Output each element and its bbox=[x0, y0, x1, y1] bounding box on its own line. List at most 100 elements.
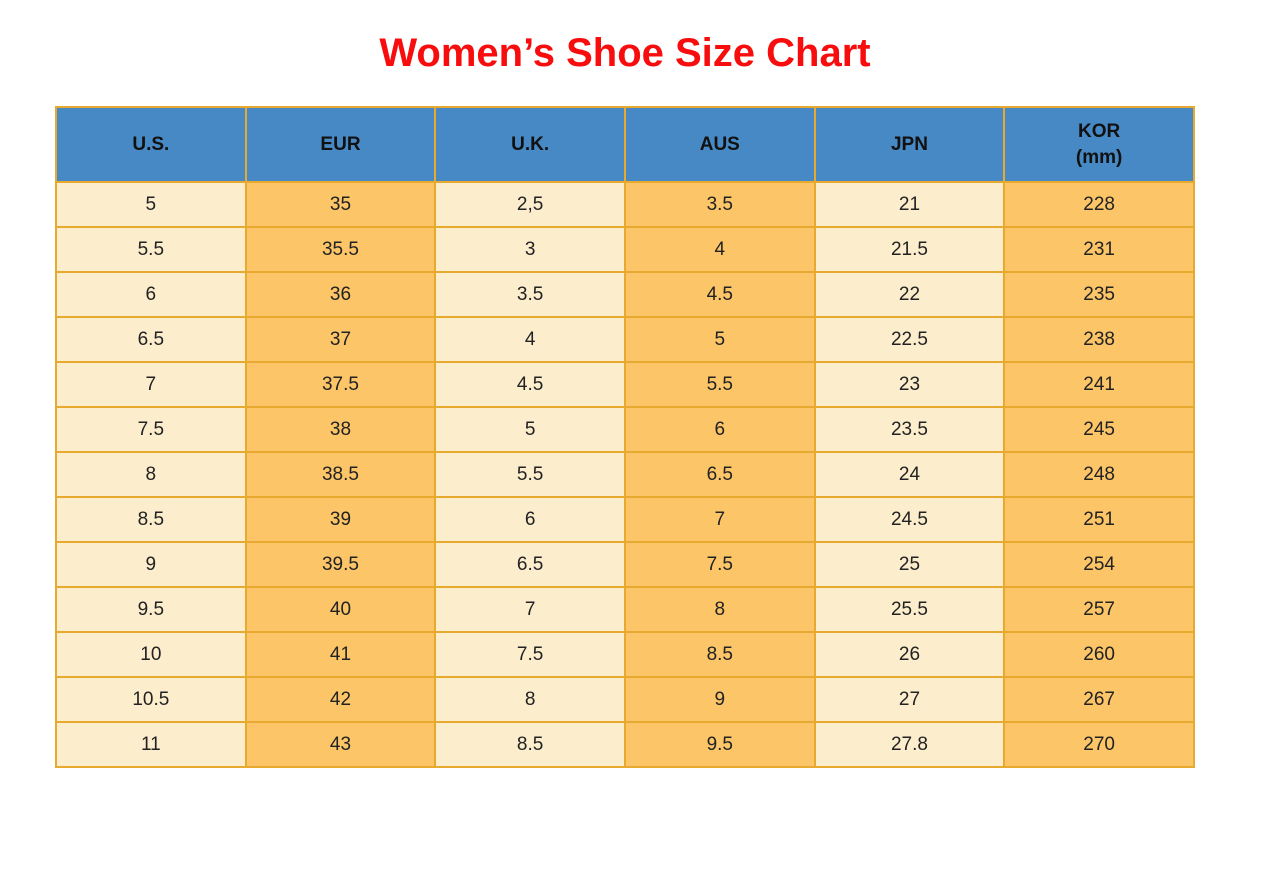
table-cell: 5 bbox=[434, 406, 626, 453]
table-cell: 40 bbox=[244, 586, 437, 633]
table-cell: 3 bbox=[434, 226, 626, 273]
column-header-eur: EUR bbox=[244, 106, 437, 183]
table-cell: 35 bbox=[244, 181, 437, 228]
table-cell: 8 bbox=[434, 676, 626, 723]
table-row: 10 41 7.5 8.5 26 260 bbox=[55, 631, 1195, 678]
table-cell: 238 bbox=[1003, 316, 1195, 363]
table-cell: 7.5 bbox=[55, 406, 247, 453]
table-cell: 231 bbox=[1003, 226, 1195, 273]
table-cell: 8 bbox=[55, 451, 247, 498]
table-body: 5 35 2,5 3.5 21 228 5.5 35.5 3 4 21.5 231 6 36 3.5 4.5 2… bbox=[55, 181, 1195, 768]
header-row: U.S. EUR U.K. AUS JPN KOR (mm) bbox=[55, 106, 1195, 183]
column-header-label: JPN bbox=[890, 133, 928, 155]
table-cell: 21 bbox=[813, 181, 1006, 228]
table-cell: 4.5 bbox=[623, 271, 816, 318]
table-cell: 245 bbox=[1003, 406, 1195, 453]
table-cell: 27 bbox=[813, 676, 1006, 723]
table-cell: 23 bbox=[813, 361, 1006, 408]
table-cell: 37.5 bbox=[244, 361, 437, 408]
table-cell: 270 bbox=[1003, 721, 1195, 768]
table-cell: 260 bbox=[1003, 631, 1195, 678]
column-header-us: U.S. bbox=[55, 106, 247, 183]
table-row: 8 38.5 5.5 6.5 24 248 bbox=[55, 451, 1195, 498]
column-header-label: KOR bbox=[1078, 120, 1121, 142]
table-cell: 43 bbox=[244, 721, 437, 768]
table-cell: 39.5 bbox=[244, 541, 437, 588]
table-cell: 22.5 bbox=[813, 316, 1006, 363]
table-cell: 42 bbox=[244, 676, 437, 723]
table-row: 11 43 8.5 9.5 27.8 270 bbox=[55, 721, 1195, 768]
table-cell: 9 bbox=[623, 676, 816, 723]
table-cell: 6 bbox=[623, 406, 816, 453]
table-cell: 3.5 bbox=[623, 181, 816, 228]
table-cell: 228 bbox=[1003, 181, 1195, 228]
column-header-sublabel: (mm) bbox=[1075, 146, 1123, 168]
table-cell: 26 bbox=[813, 631, 1006, 678]
table-cell: 25.5 bbox=[813, 586, 1006, 633]
page-title: Women’s Shoe Size Chart bbox=[379, 31, 871, 75]
table-cell: 7 bbox=[55, 361, 247, 408]
table-row: 7.5 38 5 6 23.5 245 bbox=[55, 406, 1195, 453]
table-cell: 5.5 bbox=[434, 451, 626, 498]
table-row: 6 36 3.5 4.5 22 235 bbox=[55, 271, 1195, 318]
table-row: 9 39.5 6.5 7.5 25 254 bbox=[55, 541, 1195, 588]
column-header-uk: U.K. bbox=[434, 106, 626, 183]
table-cell: 5.5 bbox=[55, 226, 247, 273]
page: Women’s Shoe Size Chart U.S. EUR U.K. AUS JP… bbox=[55, 30, 1195, 768]
column-header-label: U.K. bbox=[511, 133, 550, 155]
table-row: 9.5 40 7 8 25.5 257 bbox=[55, 586, 1195, 633]
table-cell: 2,5 bbox=[434, 181, 626, 228]
table-cell: 257 bbox=[1003, 586, 1195, 633]
table-cell: 36 bbox=[244, 271, 437, 318]
column-header-aus: AUS bbox=[623, 106, 816, 183]
table-row: 5 35 2,5 3.5 21 228 bbox=[55, 181, 1195, 228]
table-cell: 41 bbox=[244, 631, 437, 678]
table-cell: 4.5 bbox=[434, 361, 626, 408]
table-cell: 5 bbox=[55, 181, 247, 228]
table-cell: 235 bbox=[1003, 271, 1195, 318]
table-cell: 8.5 bbox=[623, 631, 816, 678]
table-cell: 38.5 bbox=[244, 451, 437, 498]
table-cell: 9.5 bbox=[55, 586, 247, 633]
table-cell: 4 bbox=[434, 316, 626, 363]
table-cell: 7 bbox=[623, 496, 816, 543]
table-cell: 248 bbox=[1003, 451, 1195, 498]
table-cell: 37 bbox=[244, 316, 437, 363]
table-cell: 24 bbox=[813, 451, 1006, 498]
table-cell: 10 bbox=[55, 631, 247, 678]
table-cell: 6.5 bbox=[55, 316, 247, 363]
table-cell: 11 bbox=[55, 721, 247, 768]
column-header-label: EUR bbox=[320, 133, 361, 155]
table-row: 6.5 37 4 5 22.5 238 bbox=[55, 316, 1195, 363]
table-cell: 23.5 bbox=[813, 406, 1006, 453]
table-cell: 7 bbox=[434, 586, 626, 633]
table-row: 7 37.5 4.5 5.5 23 241 bbox=[55, 361, 1195, 408]
column-header-jpn: JPN bbox=[813, 106, 1006, 183]
table-cell: 6 bbox=[55, 271, 247, 318]
table-cell: 251 bbox=[1003, 496, 1195, 543]
table-cell: 21.5 bbox=[813, 226, 1006, 273]
table-cell: 10.5 bbox=[55, 676, 247, 723]
table-cell: 254 bbox=[1003, 541, 1195, 588]
table-cell: 6.5 bbox=[434, 541, 626, 588]
table-cell: 35.5 bbox=[244, 226, 437, 273]
table-cell: 8 bbox=[623, 586, 816, 633]
table-cell: 25 bbox=[813, 541, 1006, 588]
table-header: U.S. EUR U.K. AUS JPN KOR (mm) bbox=[55, 106, 1195, 183]
table-cell: 22 bbox=[813, 271, 1006, 318]
table-cell: 24.5 bbox=[813, 496, 1006, 543]
table-cell: 8.5 bbox=[55, 496, 247, 543]
table-cell: 7.5 bbox=[623, 541, 816, 588]
table-cell: 6.5 bbox=[623, 451, 816, 498]
table-cell: 38 bbox=[244, 406, 437, 453]
column-header-kor: KOR (mm) bbox=[1003, 106, 1195, 183]
column-header-label: U.S. bbox=[132, 133, 170, 155]
table-cell: 5 bbox=[623, 316, 816, 363]
table-cell: 241 bbox=[1003, 361, 1195, 408]
table-cell: 3.5 bbox=[434, 271, 626, 318]
table-cell: 6 bbox=[434, 496, 626, 543]
table-row: 10.5 42 8 9 27 267 bbox=[55, 676, 1195, 723]
table-row: 8.5 39 6 7 24.5 251 bbox=[55, 496, 1195, 543]
table-cell: 8.5 bbox=[434, 721, 626, 768]
column-header-label: AUS bbox=[699, 133, 740, 155]
